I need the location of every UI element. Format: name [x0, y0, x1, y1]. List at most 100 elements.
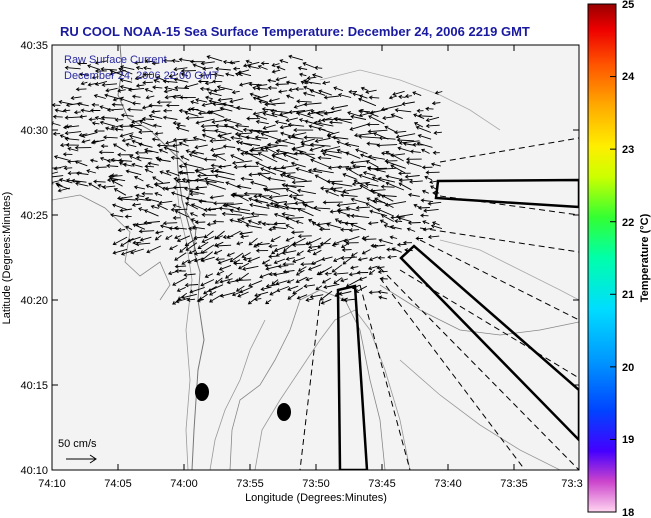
current-vector — [303, 102, 322, 107]
current-vector — [324, 271, 332, 276]
current-vector — [297, 207, 314, 217]
current-vector — [234, 123, 250, 128]
current-vector — [287, 122, 305, 127]
current-vector — [267, 142, 288, 147]
current-vector — [374, 197, 394, 209]
current-vector — [254, 291, 269, 298]
current-vector — [131, 162, 143, 168]
current-vector — [67, 146, 79, 152]
current-vector — [119, 84, 135, 91]
current-vector — [320, 298, 332, 305]
current-vector — [201, 236, 215, 243]
current-vector — [189, 286, 205, 294]
current-vector — [99, 156, 109, 162]
current-vector — [422, 227, 433, 232]
shore-contour — [175, 179, 193, 470]
current-vector — [326, 222, 342, 229]
current-vector — [185, 116, 204, 121]
current-vector — [356, 270, 369, 275]
current-vector — [398, 178, 413, 183]
current-vector — [291, 180, 312, 185]
current-vector — [163, 146, 180, 153]
current-vector — [332, 188, 349, 194]
current-vector — [213, 72, 224, 77]
current-vector — [112, 143, 126, 152]
current-vector — [117, 152, 134, 157]
current-vector — [424, 175, 432, 181]
current-vector — [296, 99, 312, 104]
current-vector — [265, 203, 280, 209]
current-vector — [226, 252, 235, 257]
current-vector — [134, 197, 151, 202]
current-vector — [74, 181, 89, 187]
current-vector — [276, 65, 286, 71]
current-vector — [260, 286, 272, 292]
current-vector — [225, 72, 235, 77]
current-vector — [177, 292, 188, 300]
bathymetry-contour — [229, 289, 386, 470]
radar-beam-outline — [336, 284, 369, 470]
current-vector — [417, 205, 430, 210]
current-vector — [114, 117, 124, 122]
current-vector — [218, 164, 232, 169]
current-vector — [392, 90, 405, 97]
current-vector — [114, 127, 124, 132]
current-vector — [162, 108, 173, 113]
current-vector — [292, 196, 305, 203]
current-vector — [358, 97, 377, 107]
current-vector — [275, 148, 296, 155]
current-vector — [126, 107, 143, 112]
current-vector — [139, 236, 152, 242]
current-vector — [197, 173, 218, 178]
current-vector — [260, 167, 277, 175]
current-vector — [236, 105, 253, 111]
current-vector — [350, 197, 366, 204]
current-vector — [273, 212, 286, 218]
current-vector — [238, 140, 261, 147]
current-vector — [242, 256, 252, 262]
current-vector — [271, 249, 279, 255]
current-vector — [255, 83, 268, 88]
current-vector — [129, 124, 143, 131]
current-vector — [394, 219, 403, 224]
current-vector — [326, 179, 343, 184]
current-vector — [158, 148, 168, 154]
current-vector — [313, 205, 331, 210]
current-vector — [324, 189, 340, 197]
colorbar-tick-label: 25 — [622, 0, 634, 11]
current-vector — [261, 221, 278, 227]
current-vector — [398, 140, 420, 145]
current-vector — [191, 225, 205, 230]
current-vector — [292, 242, 306, 248]
current-vector — [285, 236, 295, 242]
current-vector — [154, 131, 164, 136]
current-vector — [153, 79, 160, 83]
current-vector — [292, 257, 306, 263]
current-vector — [367, 129, 388, 134]
current-vector — [122, 162, 133, 167]
y-tick-label: 40:25 — [20, 210, 48, 222]
current-vector — [398, 182, 412, 191]
current-vector — [174, 209, 190, 218]
current-vector — [113, 188, 127, 196]
current-vector — [288, 193, 304, 199]
current-vector — [233, 261, 244, 266]
current-vector — [285, 117, 299, 123]
current-vector — [195, 185, 208, 190]
current-vector — [270, 108, 290, 114]
current-vector — [316, 270, 325, 276]
current-vector — [271, 154, 289, 162]
current-vector — [147, 161, 159, 166]
current-vector — [340, 278, 348, 283]
current-vector — [306, 248, 317, 253]
current-vector — [209, 291, 217, 296]
current-vector — [295, 167, 314, 174]
current-vector — [362, 170, 376, 177]
colorbar-tick-label: 20 — [622, 362, 634, 374]
current-vector — [348, 272, 360, 277]
current-vector — [361, 249, 371, 255]
current-vector — [106, 107, 123, 112]
current-vector — [162, 58, 173, 63]
current-vector — [211, 153, 225, 158]
current-vector — [132, 240, 142, 245]
